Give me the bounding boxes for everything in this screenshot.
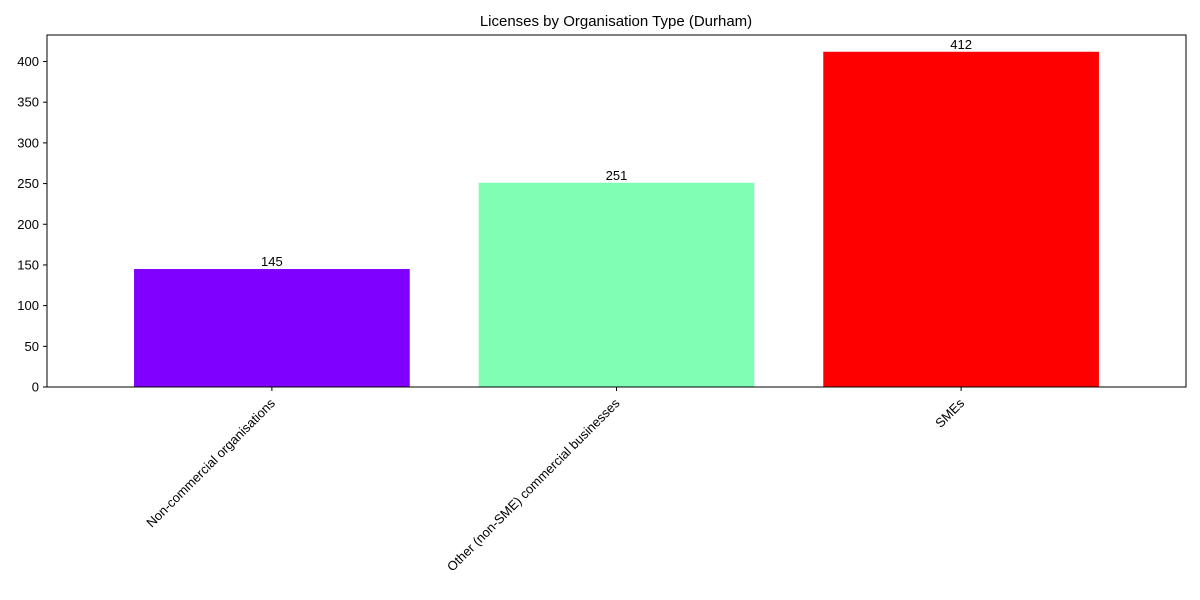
data-label: 145 xyxy=(261,254,283,269)
bar xyxy=(823,51,1099,388)
x-tick-label: Non-commercial organisations xyxy=(143,395,278,530)
y-tick-label: 250 xyxy=(17,176,39,191)
bar xyxy=(478,182,755,387)
y-tick-label: 100 xyxy=(17,298,39,313)
x-tick-label: SMEs xyxy=(932,395,967,430)
bar xyxy=(134,269,410,387)
data-label: 251 xyxy=(606,168,628,183)
data-label: 412 xyxy=(950,37,972,52)
y-tick-label: 0 xyxy=(32,380,39,395)
y-tick-label: 400 xyxy=(17,54,39,69)
y-tick-label: 150 xyxy=(17,257,39,272)
plot-frame xyxy=(46,34,1187,388)
x-tick-label: Other (non-SME) commercial businesses xyxy=(444,395,623,574)
y-tick-label: 300 xyxy=(17,135,39,150)
chart-title: Licenses by Organisation Type (Durham) xyxy=(480,13,752,30)
y-tick-label: 50 xyxy=(25,339,39,354)
plot-area: 0 50 100 150 200 250 300 350 400 145 Non-commercia… xyxy=(17,37,1099,574)
y-tick-label: 200 xyxy=(17,217,39,232)
y-tick-label: 350 xyxy=(17,95,39,110)
